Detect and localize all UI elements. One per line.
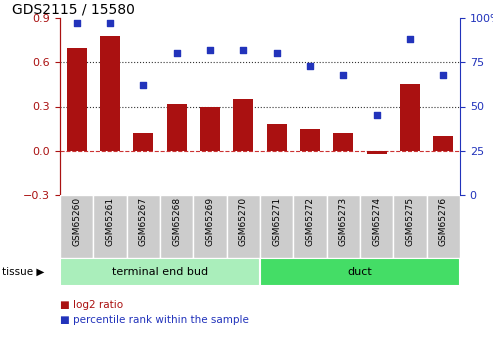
Point [273,51,281,56]
Point [106,21,114,26]
Text: GSM65276: GSM65276 [439,197,448,246]
Text: GSM65275: GSM65275 [406,197,415,246]
Text: ■ percentile rank within the sample: ■ percentile rank within the sample [60,315,249,325]
Bar [426,195,460,258]
Bar [360,195,393,258]
Point [339,72,347,77]
Point [173,51,180,56]
Point [439,72,447,77]
Text: GSM65271: GSM65271 [272,197,281,246]
Text: GSM65268: GSM65268 [172,197,181,246]
Bar [60,258,260,286]
Text: duct: duct [348,267,372,277]
Text: tissue ▶: tissue ▶ [2,267,45,277]
Bar [60,195,93,258]
Text: GDS2115 / 15580: GDS2115 / 15580 [12,3,135,17]
Text: GSM65269: GSM65269 [206,197,214,246]
Text: terminal end bud: terminal end bud [112,267,208,277]
Text: GSM65261: GSM65261 [106,197,114,246]
Bar [193,195,227,258]
Text: GSM65274: GSM65274 [372,197,381,246]
Bar [100,36,120,151]
Text: GSM65260: GSM65260 [72,197,81,246]
Text: ■ log2 ratio: ■ log2 ratio [60,300,123,310]
Bar [227,195,260,258]
Point [206,47,214,53]
Bar [260,258,460,286]
Text: GSM65272: GSM65272 [306,197,315,246]
Point [73,21,81,26]
Bar [393,195,426,258]
Bar [400,85,420,151]
Bar [167,104,187,151]
Point [240,47,247,53]
Bar [133,133,153,151]
Text: GSM65273: GSM65273 [339,197,348,246]
Bar [293,195,327,258]
Point [306,63,314,69]
Bar [67,48,87,151]
Bar [300,129,320,151]
Point [406,37,414,42]
Bar [367,151,387,154]
Bar [160,195,193,258]
Point [140,82,147,88]
Point [373,112,381,118]
Bar [267,124,286,151]
Text: GSM65267: GSM65267 [139,197,148,246]
Bar [200,107,220,151]
Bar [333,133,353,151]
Text: GSM65270: GSM65270 [239,197,248,246]
Bar [260,195,293,258]
Bar [93,195,127,258]
Bar [433,136,454,151]
Bar [127,195,160,258]
Bar [233,99,253,151]
Bar [327,195,360,258]
